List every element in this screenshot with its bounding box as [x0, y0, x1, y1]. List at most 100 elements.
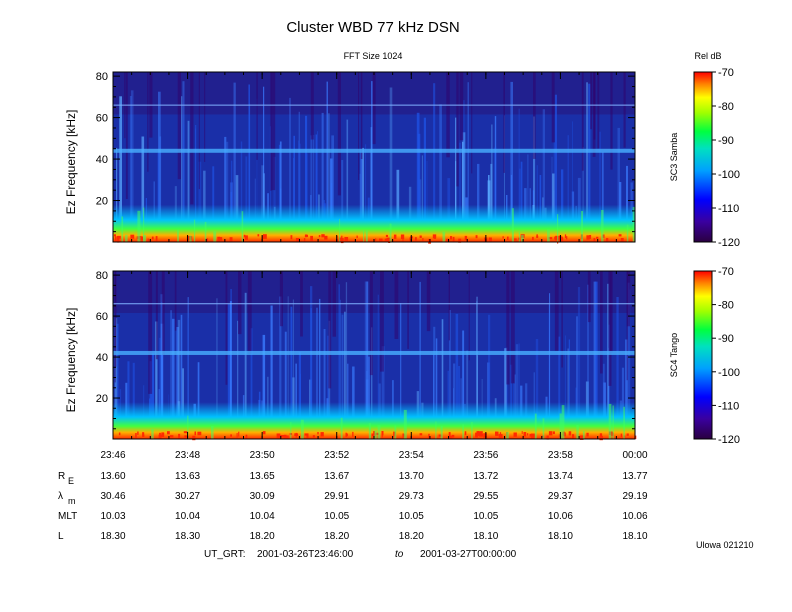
- spectrogram-streak: [423, 117, 426, 242]
- spectrogram-burst: [187, 415, 189, 439]
- spectrogram-streak: [279, 296, 282, 439]
- ephemeris-value: 18.30: [175, 531, 200, 542]
- spectrogram-streak: [510, 364, 513, 439]
- low-band-speckle: [606, 238, 609, 242]
- spectrogram-streak: [595, 281, 598, 439]
- xtick-label: 23:46: [100, 450, 125, 461]
- spectrogram-gap: [551, 72, 555, 143]
- spectrogram-streak: [183, 124, 185, 242]
- ytick-label: 80: [96, 71, 108, 83]
- ytick-label: 20: [96, 196, 108, 208]
- spectrogram-streak: [344, 311, 346, 439]
- spectrogram-streak: [564, 335, 566, 439]
- spectrogram-streak: [310, 286, 313, 439]
- low-band-speckle: [192, 435, 196, 441]
- ytick-label: 40: [96, 352, 108, 364]
- spectrogram-gap: [610, 72, 613, 170]
- low-band-speckle: [147, 238, 149, 242]
- spectrogram-gap: [597, 72, 600, 149]
- colorbar-tick-label: -110: [718, 203, 739, 215]
- low-band-speckle: [303, 238, 306, 242]
- spectrogram-streak: [170, 310, 172, 439]
- low-band-speckle: [566, 236, 568, 240]
- low-band-speckle: [381, 434, 383, 438]
- chart-title: Cluster WBD 77 kHz DSN: [286, 19, 459, 36]
- spectrogram-burst: [559, 413, 562, 439]
- spectrogram-burst: [143, 234, 146, 242]
- spectrogram-burst: [403, 409, 407, 439]
- spectrogram-streak: [455, 117, 457, 242]
- spectrogram-gap: [592, 72, 596, 157]
- spectrogram-burst: [547, 229, 550, 242]
- spectrogram-gap: [590, 72, 592, 130]
- low-band-speckle: [479, 434, 483, 437]
- spectrogram-streak: [310, 135, 312, 242]
- spectrogram-streak: [339, 299, 341, 439]
- spectrogram-streak: [284, 331, 287, 439]
- ephemeris-value: 10.05: [324, 511, 349, 522]
- spectrogram-streak: [361, 147, 364, 242]
- spectrogram-streak: [278, 144, 281, 242]
- spectrogram-streak: [364, 281, 366, 439]
- spectrogram-streak: [426, 161, 428, 242]
- low-band-speckle: [555, 235, 559, 241]
- spectrogram-burst: [368, 423, 371, 439]
- panel-spacecraft-label: SC4 Tango: [669, 333, 679, 377]
- spectrogram-streak: [298, 111, 300, 242]
- low-band-speckle: [438, 434, 442, 437]
- xtick-label: 23:58: [548, 450, 573, 461]
- spectrogram-streak: [493, 147, 497, 242]
- low-band-speckle: [422, 238, 424, 241]
- spectrogram-streak: [198, 161, 202, 242]
- low-band-speckle: [339, 237, 343, 241]
- spectrogram-gap: [256, 72, 258, 160]
- spectrogram-gap: [369, 271, 373, 376]
- ephemeris-row-label: MLT: [58, 511, 77, 522]
- low-band-speckle: [141, 236, 143, 241]
- spectrogram-gap: [456, 72, 459, 187]
- low-band-speckle: [477, 431, 480, 437]
- spectrogram-gap: [310, 72, 314, 140]
- spectrogram-streak: [149, 361, 152, 439]
- spectrogram-streak: [417, 133, 421, 242]
- spectrogram-streak: [263, 86, 265, 242]
- spectrogram-streak: [441, 319, 444, 439]
- spectrogram-streak: [389, 87, 393, 242]
- spectrogram-streak: [130, 90, 134, 242]
- spectrogram-streak: [298, 140, 300, 242]
- low-band-speckle: [345, 432, 347, 438]
- low-band-speckle: [458, 238, 462, 243]
- spectrogram-streak: [629, 289, 631, 439]
- low-band-speckle: [464, 431, 467, 436]
- low-band-speckle: [320, 432, 324, 437]
- colorbar-tick-label: -80: [718, 300, 734, 312]
- low-band-speckle: [536, 235, 539, 238]
- colorbar: [693, 270, 713, 440]
- low-band-speckle: [321, 234, 325, 238]
- spectrogram-streak: [364, 144, 367, 242]
- spectrogram-streak: [588, 83, 591, 242]
- spectrogram-gap: [270, 72, 272, 191]
- ephemeris-value: 18.10: [473, 531, 498, 542]
- spectrogram-streak: [312, 134, 315, 242]
- ytick-label: 60: [96, 113, 108, 125]
- spectrogram-streak: [346, 119, 349, 242]
- low-band-speckle: [178, 433, 181, 439]
- low-band-speckle: [218, 237, 223, 241]
- spectrogram-burst: [121, 216, 124, 242]
- spectrogram-streak: [459, 142, 461, 242]
- spectrogram-streak: [116, 147, 118, 242]
- spectrogram-streak: [287, 296, 289, 439]
- spectrogram-streak: [331, 135, 334, 242]
- spectrogram-gap: [358, 72, 360, 180]
- spectrogram-streak: [616, 297, 619, 439]
- spectrogram-streak: [187, 318, 189, 439]
- low-band-speckle: [244, 235, 248, 240]
- ytick-label: 80: [96, 270, 108, 282]
- spectrogram-gap: [198, 72, 200, 190]
- spectrogram-streak: [601, 152, 604, 242]
- spectrogram-streak: [262, 334, 266, 439]
- spectrogram-streak: [476, 355, 478, 439]
- spectrogram-gap: [174, 271, 177, 331]
- low-band-speckle: [114, 234, 116, 237]
